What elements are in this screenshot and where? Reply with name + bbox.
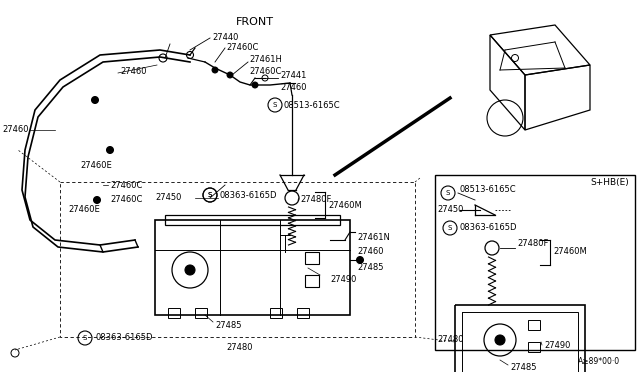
Text: 27485: 27485 [357, 263, 383, 273]
Bar [305, 252, 319, 264]
Text: 27480F: 27480F [517, 238, 548, 247]
Text: 27460: 27460 [2, 125, 29, 135]
Text: 08513-6165C: 08513-6165C [460, 186, 516, 195]
Text: 27460E: 27460E [80, 160, 112, 170]
Text: 27460C: 27460C [110, 196, 142, 205]
Text: 27480: 27480 [227, 343, 253, 353]
Text: 27460: 27460 [357, 247, 383, 257]
Text: 27460M: 27460M [553, 247, 587, 257]
Text: 27440: 27440 [212, 32, 238, 42]
Bar [528, 320, 540, 330]
Text: 27460: 27460 [280, 83, 307, 93]
Circle shape [495, 335, 505, 345]
Circle shape [227, 72, 233, 78]
Text: 08363-6165D: 08363-6165D [220, 190, 278, 199]
Text: 27480F: 27480F [300, 196, 332, 205]
Text: 27450: 27450 [437, 205, 463, 215]
Bar [455, 305, 585, 372]
Bar [528, 342, 540, 352]
Text: 27460C: 27460C [249, 67, 282, 77]
Text: S: S [208, 192, 212, 198]
Text: 27450: 27450 [155, 193, 181, 202]
Text: S: S [448, 225, 452, 231]
Bar [305, 275, 319, 287]
Bar [297, 308, 309, 318]
Text: 27460: 27460 [120, 67, 147, 77]
Text: 27485: 27485 [510, 363, 536, 372]
Text: S: S [83, 335, 87, 341]
Text: 08363-6165D: 08363-6165D [460, 224, 518, 232]
Text: 27490: 27490 [544, 340, 570, 350]
Bar [155, 220, 350, 315]
Bar [168, 308, 180, 318]
Bar [165, 215, 340, 225]
Text: 27485: 27485 [215, 321, 241, 330]
Circle shape [212, 67, 218, 73]
Text: 08363-6165D: 08363-6165D [95, 334, 152, 343]
Text: S: S [208, 192, 212, 198]
Text: 27460M: 27460M [328, 201, 362, 209]
Text: 27461N: 27461N [357, 234, 390, 243]
Text: 27441: 27441 [280, 71, 307, 80]
Circle shape [252, 82, 258, 88]
Text: 27460C: 27460C [226, 42, 259, 51]
Text: 27460E: 27460E [68, 205, 100, 215]
Text: 27461H: 27461H [249, 55, 282, 64]
Bar [462, 312, 578, 372]
Bar [60, 182, 415, 337]
Text: S+HB(E): S+HB(E) [590, 179, 628, 187]
Text: FRONT: FRONT [236, 17, 274, 27]
Text: 27480: 27480 [437, 336, 463, 344]
Circle shape [92, 96, 99, 103]
Text: A≥89*00·0: A≥89*00·0 [578, 357, 620, 366]
Circle shape [185, 265, 195, 275]
Circle shape [93, 196, 100, 203]
Bar [195, 308, 207, 318]
Text: 08513-6165C: 08513-6165C [284, 100, 340, 109]
Circle shape [106, 147, 113, 154]
Circle shape [356, 257, 364, 263]
Bar [435, 175, 635, 350]
Text: 27460C: 27460C [110, 180, 142, 189]
Text: S: S [273, 102, 277, 108]
Bar [270, 308, 282, 318]
Text: 27490: 27490 [330, 276, 356, 285]
Text: S: S [446, 190, 450, 196]
